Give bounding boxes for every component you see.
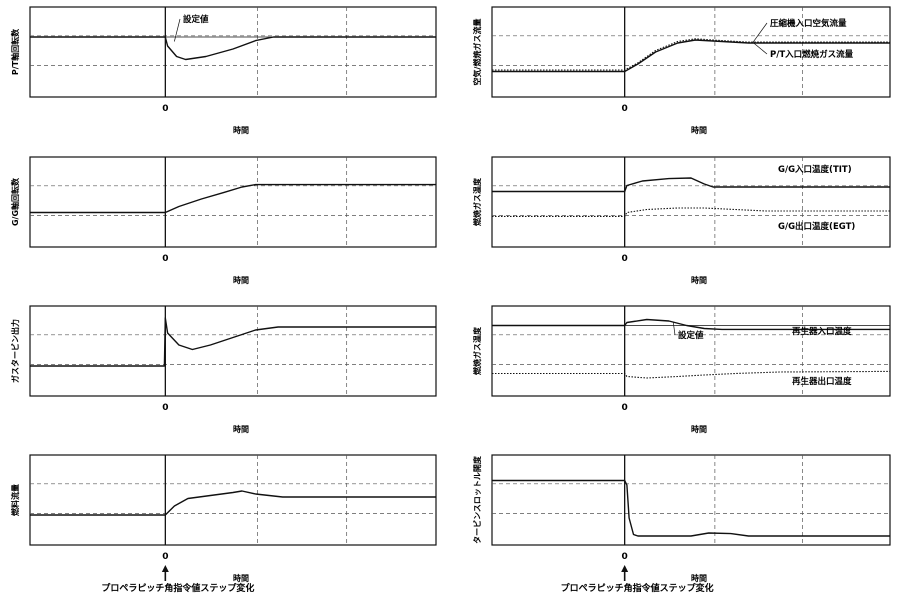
x-axis-label: 時間 xyxy=(233,125,249,135)
panel-5: 空気/燃焼ガス流量 0 時間 圧縮機入口空気流量 P/T入口燃焼ガス流量 xyxy=(472,6,891,135)
y-axis-label: 燃焼ガス温度 xyxy=(472,177,482,226)
annotation-label: G/G出口温度(EGT) xyxy=(778,221,855,232)
x-axis-label: 時間 xyxy=(691,275,707,285)
annotation-leader xyxy=(672,322,676,336)
annotation-label: G/G入口温度(TIT) xyxy=(778,164,852,175)
annotation-leader xyxy=(752,42,768,55)
y-axis-label: ガスタービン出力 xyxy=(10,319,20,383)
plot-frame xyxy=(491,454,891,546)
y-axis-label: P/T軸回転数 xyxy=(10,28,20,75)
x-tick-label: 0 xyxy=(162,254,168,264)
series-line-1 xyxy=(30,36,436,61)
series-line-2 xyxy=(492,38,890,71)
annotation-leader xyxy=(174,18,181,42)
panel-3: ガスタービン出力 0 時間 xyxy=(10,305,437,434)
x-tick-label: 0 xyxy=(162,104,168,114)
plot-frame xyxy=(491,156,891,248)
y-axis-label: G/G軸回転数 xyxy=(10,177,20,226)
x-tick-label: 0 xyxy=(622,552,628,562)
step-arrow-head xyxy=(161,565,169,572)
step-caption: プロペラピッチ角指令値ステップ変化 xyxy=(561,582,714,594)
y-axis-label: 燃料流量 xyxy=(10,484,20,516)
plot-frame xyxy=(29,454,437,546)
series-line-3 xyxy=(492,370,891,379)
x-tick-label: 0 xyxy=(162,552,168,562)
plot-frame xyxy=(29,6,437,98)
annotation-label: 設定値 xyxy=(183,14,209,25)
annotation-label: 再生器出口温度 xyxy=(792,376,852,387)
x-tick-label: 0 xyxy=(162,403,168,413)
x-axis-label: 時間 xyxy=(233,275,249,285)
y-axis-label: 燃焼ガス温度 xyxy=(472,326,482,375)
x-axis-label: 時間 xyxy=(233,573,249,583)
series-line-1 xyxy=(492,318,890,331)
x-axis-label: 時間 xyxy=(691,125,707,135)
series-line-1 xyxy=(492,39,890,73)
x-axis-label: 時間 xyxy=(691,424,707,434)
y-axis-label: タービンスロットル開度 xyxy=(472,455,482,544)
x-tick-label: 0 xyxy=(622,403,628,413)
series-line-1 xyxy=(492,479,890,537)
plot-frame xyxy=(29,305,437,397)
series-line-1 xyxy=(30,183,436,214)
x-tick-label: 0 xyxy=(622,104,628,114)
step-arrow-head xyxy=(621,565,629,572)
series-line-1 xyxy=(30,490,436,516)
panel-1: P/T軸回転数 0 時間 設定値 xyxy=(10,6,437,135)
annotation-label: 再生器入口温度 xyxy=(792,326,852,337)
x-axis-label: 時間 xyxy=(233,424,249,434)
x-axis-label: 時間 xyxy=(691,573,707,583)
x-tick-label: 0 xyxy=(622,254,628,264)
annotation-leader xyxy=(752,22,768,43)
panel-6: 燃焼ガス温度 0 時間 G/G入口温度(TIT) G/G出口温度(EGT) xyxy=(472,156,891,285)
annotation-label: 圧縮機入口空気流量 xyxy=(770,18,847,29)
plot-frame xyxy=(29,156,437,248)
panel-2: G/G軸回転数 0 時間 xyxy=(10,156,437,285)
series-line-2 xyxy=(492,207,890,217)
annotation-label: 設定値 xyxy=(678,330,704,341)
y-axis-label: 空気/燃焼ガス流量 xyxy=(472,19,482,86)
plot-frame xyxy=(491,6,891,98)
step-caption: プロペラピッチ角指令値ステップ変化 xyxy=(101,582,254,594)
series-line-1 xyxy=(492,177,890,193)
plot-frame xyxy=(491,305,891,397)
series-line-1 xyxy=(30,317,436,367)
annotation-label: P/T入口燃焼ガス流量 xyxy=(770,49,854,60)
